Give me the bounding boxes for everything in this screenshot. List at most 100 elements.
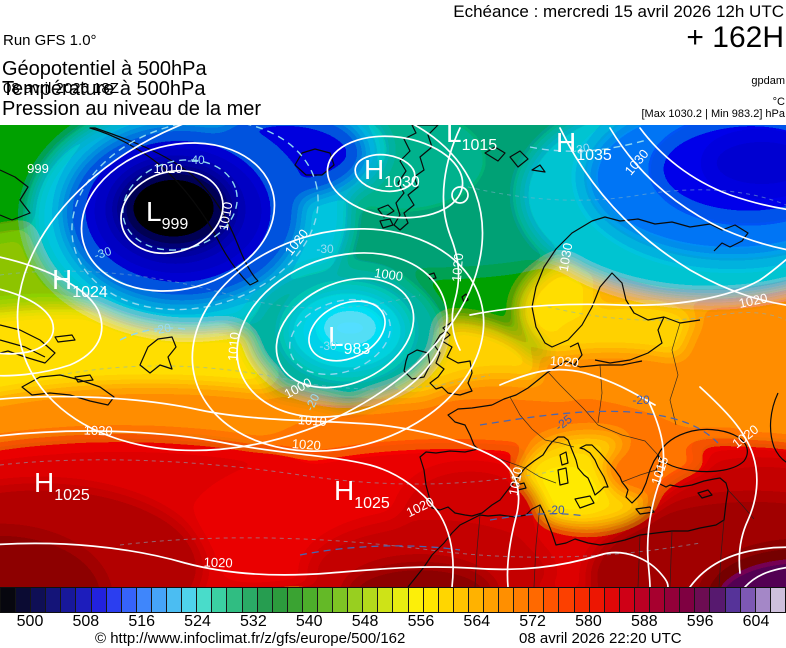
isobar-label: 1010 xyxy=(506,466,526,497)
temperature-contours xyxy=(71,125,719,556)
colorbar-tick: 516 xyxy=(128,613,156,630)
unit-celsius-label: °C xyxy=(772,96,785,108)
isobar-label: 1020 xyxy=(203,555,232,571)
colorbar-cell xyxy=(650,588,666,612)
colorbar-tick: 508 xyxy=(72,613,100,630)
temperature-label: -30 xyxy=(319,339,337,353)
pressure-maxmin-label: [Max 1030.2 | Min 983.2] hPa xyxy=(641,108,786,120)
unit-gpdam-label: gpdam xyxy=(751,75,785,87)
colorbar-cell xyxy=(287,588,303,612)
colorbar-cell xyxy=(212,588,228,612)
colorbar-cell xyxy=(408,588,424,612)
colorbar-tick: 548 xyxy=(351,613,379,630)
colorbar-cell xyxy=(106,588,122,612)
colorbar-cell xyxy=(589,588,605,612)
colorbar-cell xyxy=(16,588,32,612)
isobar-label: 1000 xyxy=(373,265,404,284)
colorbar-cell xyxy=(242,588,258,612)
colorbar xyxy=(0,587,786,613)
temperature-label: -20 xyxy=(302,391,322,413)
colorbar-cell xyxy=(121,588,137,612)
background-temp-contours xyxy=(0,184,786,558)
coastlines xyxy=(0,125,786,587)
colorbar-cell xyxy=(634,588,651,612)
colorbar-cell xyxy=(1,588,17,612)
colorbar-tick: 532 xyxy=(240,613,267,630)
colorbar-tick: 524 xyxy=(184,613,211,630)
temperature-label: -40 xyxy=(187,153,205,167)
title-temperature: Température à 500hPa xyxy=(2,78,206,100)
isobar-label: 1020 xyxy=(549,353,579,370)
colorbar-tick: 500 xyxy=(16,613,44,630)
colorbar-cell xyxy=(378,588,394,612)
colorbar-cell xyxy=(604,588,620,612)
colorbar-cell xyxy=(423,588,439,612)
colorbar-cell xyxy=(31,588,47,612)
colorbar-cell xyxy=(695,588,711,612)
colorbar-cell xyxy=(529,588,545,612)
colorbar-cell xyxy=(499,588,515,612)
footer-datetime: 08 avril 2026 22:20 UTC xyxy=(519,630,682,647)
colorbar-cell xyxy=(680,588,696,612)
colorbar-tick: 540 xyxy=(295,613,323,630)
colorbar-cell xyxy=(438,588,454,612)
temperature-label: -20 xyxy=(153,321,173,338)
temperature-label: -20 xyxy=(547,503,565,517)
colorbar-cell xyxy=(46,588,62,612)
colorbar-cell xyxy=(348,588,364,612)
colorbar-cell xyxy=(484,588,500,612)
isobar-contours xyxy=(0,125,786,587)
temperature-label: -30 xyxy=(571,140,591,157)
colorbar-cell xyxy=(559,588,575,612)
colorbar-cell xyxy=(91,588,107,612)
isobar-label: 1020 xyxy=(449,253,466,283)
colorbar-cell xyxy=(333,588,349,612)
forecast-offset-label: + 162H xyxy=(686,21,784,54)
colorbar-cell xyxy=(619,588,635,612)
temperature-label: -30 xyxy=(92,244,113,263)
temperature-label: -30 xyxy=(316,242,334,256)
temperature-field xyxy=(0,125,786,587)
colorbar-tick: 596 xyxy=(686,613,714,630)
temperature-label: -20 xyxy=(632,393,650,407)
colorbar-tick: 588 xyxy=(630,613,658,630)
colorbar-cell xyxy=(740,588,756,612)
colorbar-cell xyxy=(272,588,288,612)
colorbar-cell xyxy=(514,588,530,612)
isobar-label: 1020 xyxy=(737,290,768,311)
colorbar-ticks: 500 508 516 524 532 540 548 556 564 572 580 588 596 6… xyxy=(0,612,786,631)
colorbar-cell xyxy=(544,588,560,612)
colorbar-cell xyxy=(182,588,198,612)
colorbar-cell xyxy=(453,588,469,612)
colorbar-cell xyxy=(76,588,92,612)
map-titles: Géopotentiel à 500hPa Température à 500h… xyxy=(2,59,261,119)
colorbar-cell xyxy=(167,588,183,612)
title-geopotential: Géopotentiel à 500hPa xyxy=(2,58,207,80)
run-model-label: Run GFS 1.0° xyxy=(3,32,97,49)
valid-time-label: Echéance : mercredi 15 avril 2026 12h UT… xyxy=(453,2,784,21)
colorbar-cell xyxy=(755,588,771,612)
run-date-label: 08 avril 2026 18Z xyxy=(3,80,119,97)
colorbar-tick: 564 xyxy=(463,613,491,630)
colorbar-tick: 604 xyxy=(742,613,770,630)
colorbar-tick: 580 xyxy=(575,613,602,630)
colorbar-cell xyxy=(710,588,726,612)
isobar-label: 1020 xyxy=(83,423,112,439)
colorbar-cell xyxy=(151,588,168,612)
isobar-label: 1010 xyxy=(297,412,327,429)
weather-map: L999 H1024 H1030 L1015 H1035 L983 H1025 H1025 99… xyxy=(0,125,786,587)
isobar-label: 1020 xyxy=(291,436,321,453)
colorbar-cell xyxy=(665,588,681,612)
isobar-label: 1030 xyxy=(556,242,576,273)
colorbar-cell xyxy=(725,588,741,612)
colorbar-cell xyxy=(136,588,152,612)
colorbar-cell xyxy=(393,588,409,612)
colorbar-cell xyxy=(317,588,334,612)
footer-copyright: © http://www.infoclimat.fr/z/gfs/europe/… xyxy=(95,630,406,647)
colorbar-cell xyxy=(197,588,213,612)
run-info: Run GFS 1.0° 08 avril 2026 18Z xyxy=(3,1,119,129)
colorbar-tick: 556 xyxy=(407,613,435,630)
